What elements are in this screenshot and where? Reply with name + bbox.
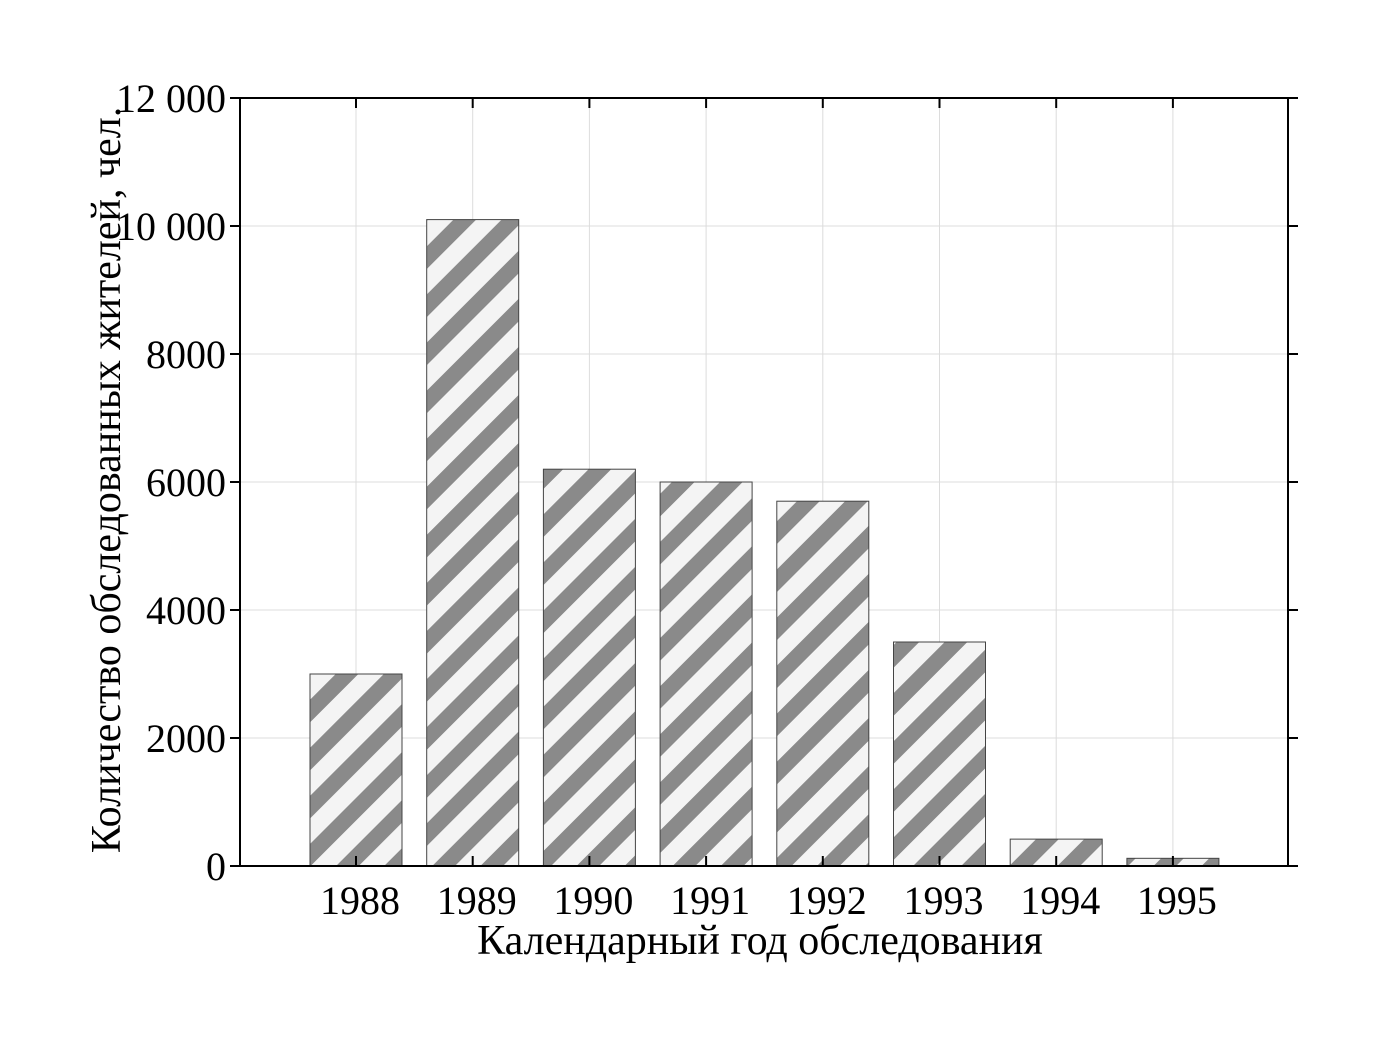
gridlines (240, 98, 1288, 866)
bar-1992 (776, 500, 870, 867)
x-tick-label: 1995 (1137, 878, 1217, 923)
y-tick-label: 10 000 (116, 204, 226, 249)
x-tick-label: 1992 (787, 878, 867, 923)
x-tick-label: 1994 (1020, 878, 1100, 923)
bar-1991 (659, 481, 753, 867)
x-tick-label: 1993 (904, 878, 984, 923)
y-tick-label: 8000 (146, 332, 226, 377)
bar-1989 (426, 219, 520, 867)
bar-1990 (542, 468, 636, 867)
y-tick-label: 2000 (146, 716, 226, 761)
x-axis-ticks: 1988 1989 1990 1991 1992 1993 1994 1995 (320, 98, 1217, 923)
x-tick-label: 1988 (320, 878, 400, 923)
y-axis-label: Количество обследованных жителей, чел. (84, 107, 130, 853)
bar-1993 (893, 641, 986, 867)
y-axis-ticks: 0 2000 4000 6000 8000 10 000 12 000 (116, 76, 1298, 889)
y-tick-label: 6000 (146, 460, 226, 505)
x-tick-label: 1989 (437, 878, 517, 923)
y-tick-label: 12 000 (116, 76, 226, 121)
y-tick-label: 4000 (146, 588, 226, 633)
y-tick-label: 0 (206, 844, 226, 889)
bars (309, 219, 1220, 867)
x-tick-label: 1991 (670, 878, 750, 923)
bar-1988 (309, 673, 403, 867)
x-tick-label: 1990 (553, 878, 633, 923)
x-axis-label: Календарный год обследования (477, 918, 1043, 964)
